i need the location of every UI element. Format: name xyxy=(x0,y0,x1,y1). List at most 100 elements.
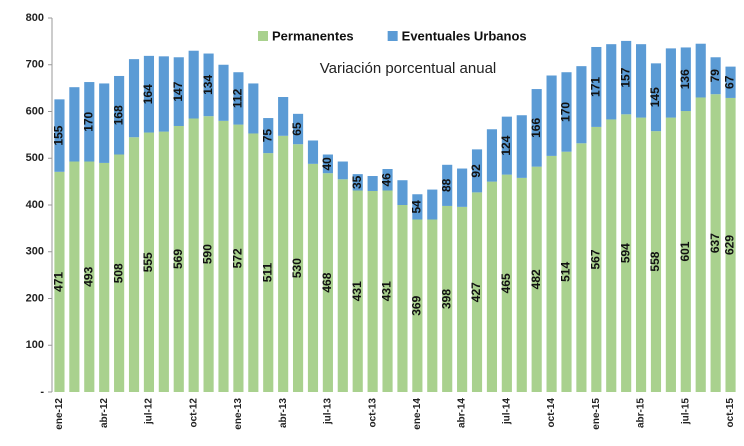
data-label: 572 xyxy=(231,248,245,268)
bar-segment xyxy=(606,44,617,120)
bar-segment xyxy=(158,131,169,393)
bar-segment xyxy=(501,116,512,175)
bar-segment xyxy=(173,57,184,126)
data-label: 164 xyxy=(141,84,155,104)
data-label: 67 xyxy=(723,75,737,89)
data-label: 134 xyxy=(201,75,215,95)
bar-segment xyxy=(173,125,184,393)
x-tick-label: jul-13 xyxy=(323,398,334,426)
data-label: 170 xyxy=(559,102,573,122)
data-label: 92 xyxy=(469,164,483,178)
data-label: 558 xyxy=(648,251,662,271)
legend-label: Eventuales Urbanos xyxy=(402,28,527,43)
bar-segment xyxy=(710,94,721,392)
bar-segment xyxy=(486,181,498,392)
bar-segment xyxy=(263,153,274,392)
x-tick-label: abr-14 xyxy=(457,398,468,428)
data-label: 147 xyxy=(171,81,185,101)
y-tick-label: 400 xyxy=(26,199,44,211)
bar-segment xyxy=(397,205,408,392)
data-label: 468 xyxy=(320,272,334,292)
bar-segment xyxy=(278,135,289,392)
bar-segment xyxy=(680,47,691,112)
data-label: 431 xyxy=(380,281,394,301)
data-label: 555 xyxy=(141,252,155,272)
bar-segment xyxy=(695,97,706,392)
bar-segment xyxy=(203,116,214,393)
x-tick-label: ene-13 xyxy=(233,398,244,430)
data-label: 629 xyxy=(723,235,737,255)
bar-segment xyxy=(725,97,736,392)
bar-segment xyxy=(367,190,378,392)
bar-segment xyxy=(233,72,244,125)
bar-segment xyxy=(621,40,632,115)
data-label: 46 xyxy=(380,173,394,187)
data-label: 514 xyxy=(559,262,573,282)
data-label: 398 xyxy=(439,289,453,309)
x-tick-label: jul-12 xyxy=(144,398,155,426)
data-label: 530 xyxy=(290,258,304,278)
x-tick-label: ene-12 xyxy=(54,398,65,430)
bar-segment xyxy=(218,64,229,121)
bar-segment xyxy=(650,131,662,392)
bar-segment xyxy=(99,162,110,392)
data-label: 637 xyxy=(708,233,722,253)
bar-segment xyxy=(114,75,125,155)
bar-segment xyxy=(352,190,363,392)
bar-segment xyxy=(471,192,483,392)
data-label: 511 xyxy=(260,263,274,283)
bar-segment xyxy=(531,89,542,167)
bar-segment xyxy=(143,55,155,133)
x-tick-label: oct-14 xyxy=(546,398,557,428)
bar-segment xyxy=(650,63,662,132)
data-label: 369 xyxy=(410,295,424,315)
x-tick-label: abr-12 xyxy=(99,398,110,428)
bar-segment xyxy=(143,132,155,392)
bar-segment xyxy=(546,155,557,392)
legend-swatch xyxy=(387,31,398,41)
bar-segment xyxy=(322,173,333,392)
bar-segment xyxy=(442,164,453,206)
bar-segment xyxy=(710,57,721,95)
data-label: 166 xyxy=(529,118,543,138)
bar-segment xyxy=(292,144,304,392)
x-tick-label: abr-13 xyxy=(278,398,289,428)
bar-segment xyxy=(322,154,333,174)
bar-segment xyxy=(307,140,319,164)
y-tick-label: 100 xyxy=(26,339,44,351)
data-label: 431 xyxy=(350,281,364,301)
bar-segment xyxy=(471,149,483,193)
bar-segment xyxy=(69,161,80,392)
bar-segment xyxy=(337,179,348,392)
bar-segment xyxy=(695,43,706,98)
bar-segment xyxy=(54,99,65,172)
data-label: 594 xyxy=(618,243,632,263)
bar-segment xyxy=(263,118,274,154)
bar-segment xyxy=(99,83,110,163)
bar-segment xyxy=(725,66,736,98)
bar-segment xyxy=(188,50,199,119)
bar-segment xyxy=(412,219,423,392)
data-label: 590 xyxy=(201,244,215,264)
data-label: 171 xyxy=(588,77,602,97)
x-tick-label: ene-14 xyxy=(412,398,423,430)
bar-segment xyxy=(84,161,95,392)
y-tick-label: 800 xyxy=(26,12,44,24)
annotation: Variación porcentual anual xyxy=(320,60,497,77)
bar-segment xyxy=(307,163,319,392)
y-tick-label: 500 xyxy=(26,152,44,164)
bar-segment xyxy=(501,174,512,392)
y-tick-label: 200 xyxy=(26,292,44,304)
x-tick-label: abr-15 xyxy=(636,398,647,428)
data-label: 124 xyxy=(499,135,513,155)
data-label: 155 xyxy=(52,125,66,145)
bar-segment xyxy=(203,53,214,117)
bar-segment xyxy=(54,171,65,392)
data-label: 136 xyxy=(678,69,692,89)
bar-segment xyxy=(442,205,453,392)
data-label: 567 xyxy=(588,249,602,269)
data-label: 427 xyxy=(469,282,483,302)
legend-swatch xyxy=(258,31,268,41)
data-label: 88 xyxy=(439,178,453,192)
